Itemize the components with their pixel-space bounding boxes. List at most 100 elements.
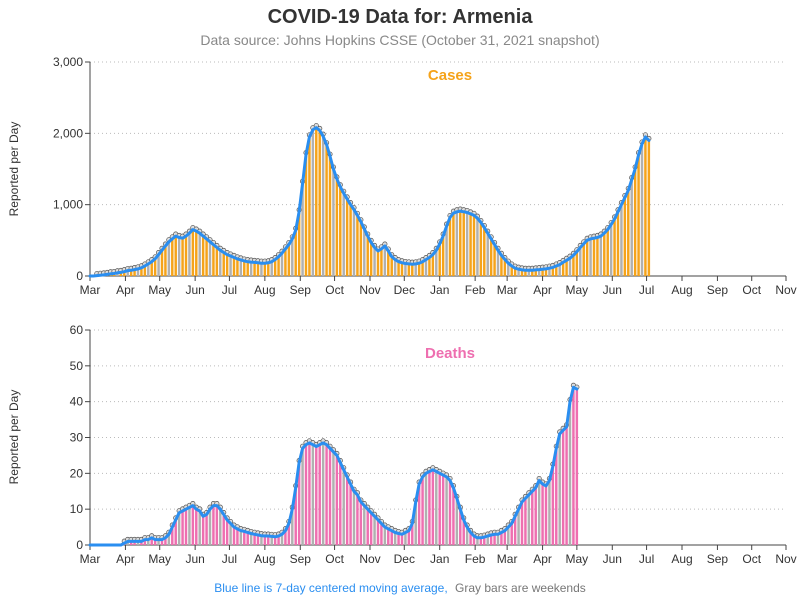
y-tick-label: 20 — [70, 466, 84, 480]
x-tick-label: Apr — [116, 552, 135, 566]
data-bar — [311, 444, 315, 545]
x-tick-label: Jun — [603, 552, 622, 566]
data-bar — [445, 476, 448, 545]
data-bar — [301, 448, 304, 545]
data-bar — [489, 238, 493, 276]
panel-title: Cases — [428, 67, 472, 84]
x-tick-label: May — [148, 552, 171, 566]
data-bar — [246, 261, 249, 276]
data-bar — [472, 215, 476, 276]
data-bar — [140, 267, 143, 276]
x-tick-label: Sep — [290, 283, 312, 297]
data-bar — [575, 251, 579, 276]
data-bar — [459, 211, 462, 276]
data-bar — [544, 485, 548, 545]
data-bar — [195, 231, 198, 276]
data-bar — [489, 534, 493, 545]
data-bar — [531, 270, 534, 276]
x-tick-label: May — [566, 552, 589, 566]
data-bar — [541, 269, 544, 276]
data-bar — [472, 536, 476, 545]
deaths-panel: 0 10 20 30 40 50 60 Mar Apr May Jun Jul Aug Sep Oct Nov… — [7, 323, 797, 566]
data-bar — [181, 510, 184, 545]
data-bar — [534, 487, 537, 545]
data-bar — [383, 527, 387, 545]
data-bar — [246, 532, 249, 545]
y-tick-label: 2,000 — [53, 126, 83, 140]
data-bar — [239, 259, 243, 276]
data-bar — [493, 534, 496, 545]
data-bar — [565, 426, 568, 545]
data-bar — [438, 473, 441, 545]
data-bar — [448, 480, 452, 545]
data-bar — [393, 259, 397, 276]
data-bar — [431, 254, 435, 276]
data-bar — [328, 156, 332, 276]
moving-average-line — [88, 126, 651, 278]
data-bar — [596, 237, 599, 276]
data-bar — [339, 186, 342, 276]
data-bar — [359, 221, 363, 276]
data-bar — [363, 505, 366, 545]
x-tick-label: Jul — [222, 283, 237, 297]
data-bar — [404, 532, 407, 545]
x-tick-label: Apr — [533, 552, 552, 566]
data-bar — [147, 539, 150, 545]
data-bar — [441, 475, 445, 545]
data-bar — [531, 491, 534, 545]
data-bar — [561, 262, 565, 276]
data-bar — [225, 519, 229, 545]
data-bar — [291, 509, 294, 545]
data-bar — [160, 250, 164, 276]
data-bar — [291, 238, 294, 276]
data-bar — [133, 269, 136, 276]
data-bar — [294, 230, 297, 276]
data-bar — [479, 222, 483, 276]
data-bar — [253, 534, 256, 545]
data-bar — [404, 263, 407, 276]
data-bar — [503, 530, 507, 545]
data-bar — [407, 263, 411, 276]
data-bar — [284, 248, 287, 276]
data-bar — [585, 240, 589, 276]
cases-panel: 0 1,000 2,000 3,000 Mar Apr May Jun Jul Aug Sep Oct… — [7, 55, 797, 297]
data-bar — [455, 211, 459, 276]
data-bar — [462, 519, 465, 545]
data-bar — [318, 130, 321, 276]
data-bar — [486, 233, 489, 276]
x-tick-label: Apr — [116, 283, 135, 297]
data-bar — [647, 140, 651, 276]
data-bar — [380, 248, 383, 276]
y-tick-label: 30 — [70, 431, 84, 445]
data-bar — [609, 224, 613, 276]
x-tick-label: Jan — [430, 552, 449, 566]
data-bar — [273, 536, 277, 545]
data-bar — [363, 228, 366, 276]
data-bar — [225, 254, 229, 276]
data-bar — [270, 261, 273, 276]
data-bar — [421, 261, 424, 276]
data-bar — [459, 509, 462, 545]
data-bar — [232, 257, 236, 276]
y-tick-label: 10 — [70, 502, 84, 516]
x-tick-label: Nov — [359, 552, 380, 566]
x-tick-label: Mar — [80, 552, 101, 566]
data-bar — [517, 509, 520, 545]
data-bar — [627, 190, 630, 276]
data-bar — [143, 539, 147, 545]
data-bar — [201, 516, 205, 545]
data-bar — [339, 462, 342, 545]
x-tick-label: Jul — [639, 552, 654, 566]
x-tick-label: Sep — [707, 283, 729, 297]
data-bar — [483, 537, 486, 545]
data-bar — [177, 237, 181, 276]
y-tick-label: 1,000 — [53, 198, 83, 212]
data-bar — [469, 213, 472, 276]
data-bar — [534, 269, 537, 276]
data-bar — [205, 238, 208, 276]
data-bar — [171, 238, 174, 276]
data-bar — [452, 213, 455, 276]
data-bar — [321, 442, 325, 545]
data-bar — [212, 505, 215, 545]
data-bar — [116, 272, 119, 276]
